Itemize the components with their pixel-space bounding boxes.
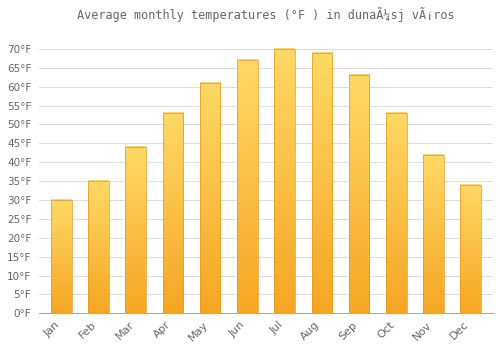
Bar [460,185,481,313]
Bar [237,60,258,313]
Bar [162,113,183,313]
Bar [200,83,220,313]
Bar [386,113,406,313]
Title: Average monthly temperatures (°F ) in dunaÃ¼sj vÃ¡ros: Average monthly temperatures (°F ) in du… [77,7,455,22]
Bar [88,181,108,313]
Bar [424,155,444,313]
Bar [312,53,332,313]
Bar [349,75,370,313]
Bar [51,200,72,313]
Bar [274,49,295,313]
Bar [126,147,146,313]
